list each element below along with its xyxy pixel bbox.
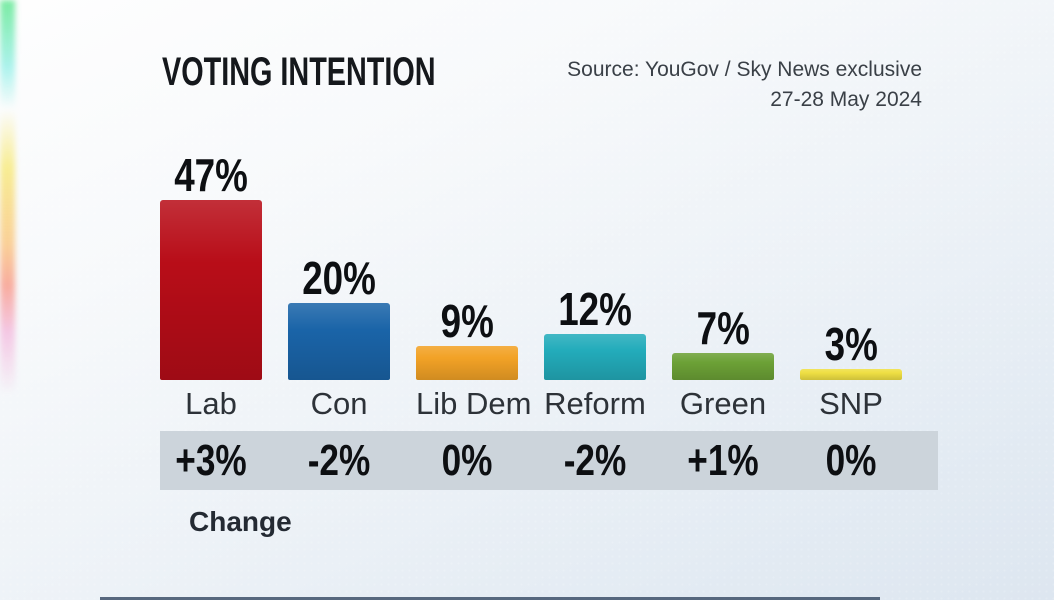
source-attribution: Source: YouGov / Sky News exclusive 27-2…: [567, 55, 922, 115]
category-label-lib-dem: Lib Dem: [416, 386, 532, 421]
change-value-green: +1%: [687, 435, 759, 485]
change-band: +3% -2% 0% -2% +1% 0%: [160, 431, 938, 490]
value-label-lib-dem: 9%: [440, 295, 494, 347]
bar-column-green: 7%: [672, 302, 774, 380]
bars-row: 47% 20% 9% 12% 7% 3%: [160, 0, 902, 380]
change-value-lib-dem: 0%: [441, 435, 493, 485]
category-label-con: Con: [310, 386, 368, 421]
bottom-strip: [100, 597, 880, 600]
bar-lib-dem: [416, 346, 518, 380]
change-value-lab: +3%: [175, 435, 247, 485]
category-label-lab: Lab: [185, 386, 237, 421]
category-label-snp: SNP: [819, 386, 883, 421]
value-label-green: 7%: [696, 302, 750, 354]
page-title: VOTING INTENTION: [162, 50, 436, 94]
source-date: 27-28 May 2024: [770, 88, 922, 111]
bar-column-lab: 47%: [160, 149, 262, 380]
value-label-snp: 3%: [824, 318, 878, 370]
rainbow-edge-artifact: [0, 0, 15, 420]
value-label-con: 20%: [302, 252, 376, 304]
value-label-lab: 47%: [174, 149, 248, 201]
bar-con: [288, 303, 390, 380]
bar-column-snp: 3%: [800, 318, 902, 380]
change-value-snp: 0%: [825, 435, 877, 485]
category-label-green: Green: [679, 386, 767, 421]
bar-column-lib-dem: 9%: [416, 295, 518, 380]
bar-column-con: 20%: [288, 252, 390, 380]
bar-lab: [160, 200, 262, 380]
bar-reform: [544, 334, 646, 380]
bar-snp: [800, 369, 902, 380]
change-values-row: +3% -2% 0% -2% +1% 0%: [160, 431, 902, 490]
bar-column-reform: 12%: [544, 283, 646, 380]
source-line: Source: YouGov / Sky News exclusive: [567, 58, 922, 81]
value-label-reform: 12%: [558, 283, 632, 335]
change-value-con: -2%: [307, 435, 371, 485]
bar-green: [672, 353, 774, 380]
change-row-label: Change: [189, 506, 292, 537]
category-labels-row: Lab Con Lib Dem Reform Green SNP: [160, 386, 902, 422]
category-label-reform: Reform: [544, 386, 646, 421]
change-value-reform: -2%: [563, 435, 627, 485]
